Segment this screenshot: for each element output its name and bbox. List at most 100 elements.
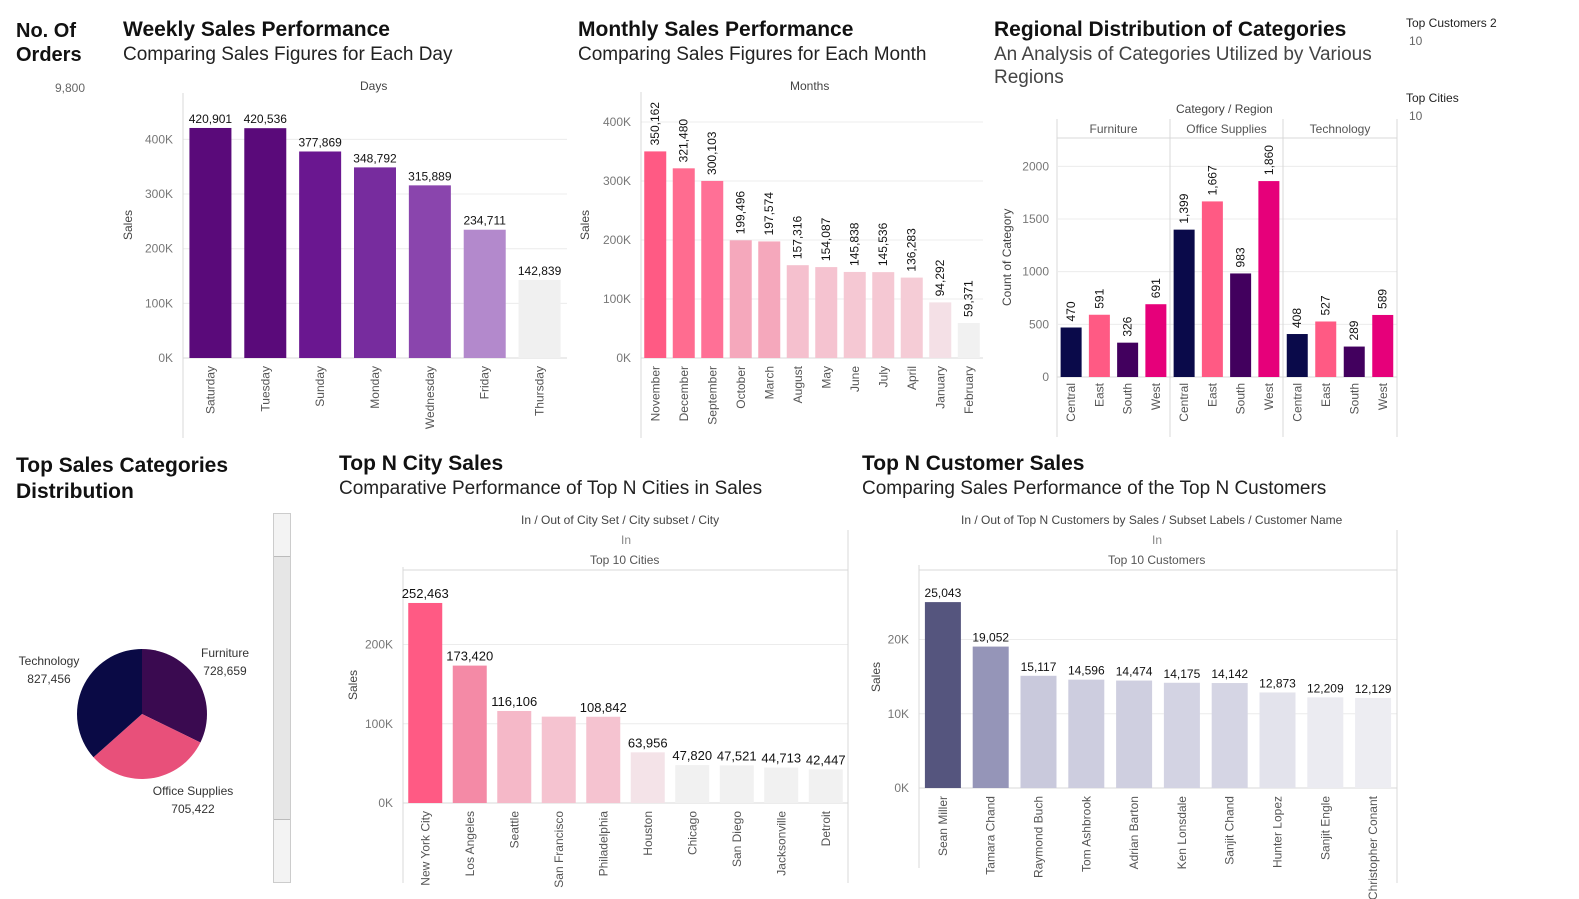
monthly-bar <box>701 180 724 358</box>
monthly-category-label: October <box>734 366 748 409</box>
regional-group-label: Technology <box>1310 122 1371 136</box>
regional-data-label: 527 <box>1319 295 1333 315</box>
regional-region-label: East <box>1205 382 1219 407</box>
weekly-data-label: 142,839 <box>518 264 562 278</box>
regional-subtitle-line1: An Analysis of Categories Utilized by Va… <box>994 44 1372 65</box>
weekly-category-label: Saturday <box>203 366 217 414</box>
city-data-label: 173,420 <box>446 649 493 664</box>
weekly-category-label: Sunday <box>313 366 327 407</box>
city-row-in: In <box>621 533 632 547</box>
regional-bar <box>1343 346 1365 377</box>
regional-data-label: 289 <box>1347 320 1361 340</box>
regional-bar <box>1286 334 1308 377</box>
regional-region-label: East <box>1319 382 1333 407</box>
regional-bar <box>1117 342 1139 377</box>
weekly-subtitle: Comparing Sales Figures for Each Day <box>123 44 453 65</box>
weekly-header: Days <box>360 79 388 93</box>
customer-data-label: 14,474 <box>1116 665 1153 679</box>
customer-subtitle: Comparing Sales Performance of the Top N… <box>862 478 1327 499</box>
monthly-bar <box>758 241 781 358</box>
regional-bar <box>1060 327 1082 377</box>
monthly-bar <box>815 267 838 358</box>
monthly-data-label: 154,087 <box>819 217 833 261</box>
weekly-data-label: 377,869 <box>298 135 342 149</box>
regional-data-label: 591 <box>1092 288 1106 308</box>
regional-bar <box>1088 314 1110 377</box>
regional-ytick-label: 2000 <box>1022 159 1049 173</box>
regional-ytick-label: 500 <box>1029 317 1049 331</box>
top-customers-param-value[interactable]: 10 <box>1409 34 1423 48</box>
weekly-bar <box>463 229 506 358</box>
regional-region-label: Central <box>1064 383 1078 422</box>
monthly-data-label: 157,316 <box>791 215 805 259</box>
customer-data-label: 25,043 <box>925 586 962 600</box>
customer-bar <box>924 602 961 788</box>
city-category-label: Philadelphia <box>596 811 610 877</box>
monthly-ytick-label: 400K <box>603 115 631 129</box>
customer-ytick-label: 0K <box>894 781 909 795</box>
city-category-label: Jacksonville <box>774 811 788 876</box>
weekly-category-label: Friday <box>478 366 492 399</box>
weekly-data-label: 234,711 <box>463 214 506 228</box>
customer-bar <box>1307 697 1344 788</box>
monthly-category-label: August <box>791 365 805 403</box>
regional-group-label: Office Supplies <box>1186 122 1267 136</box>
city-category-label: Seattle <box>507 811 521 849</box>
city-bar <box>630 752 665 803</box>
regional-data-label: 470 <box>1064 301 1078 321</box>
customer-category-label: Sanjit Chand <box>1223 796 1237 865</box>
city-header: In / Out of City Set / City subset / Cit… <box>521 513 720 527</box>
weekly-category-label: Monday <box>368 366 382 409</box>
city-ytick-label: 0K <box>378 796 393 810</box>
pie-category-label: Technology <box>19 654 80 668</box>
scrollbar-thumb[interactable] <box>274 556 290 820</box>
monthly-ylabel: Sales <box>578 209 592 240</box>
monthly-data-label: 199,496 <box>734 191 748 235</box>
city-data-label: 116,106 <box>491 694 537 709</box>
city-data-label: 252,463 <box>402 586 449 601</box>
regional-data-label: 691 <box>1149 278 1163 298</box>
city-ylabel: Sales <box>346 669 360 700</box>
monthly-bar <box>644 151 667 358</box>
scrollbar[interactable] <box>273 513 291 883</box>
monthly-bar <box>929 302 952 358</box>
regional-region-label: East <box>1092 382 1106 407</box>
weekly-data-label: 420,536 <box>244 112 288 126</box>
monthly-category-label: November <box>648 366 662 421</box>
regional-data-label: 1,860 <box>1262 145 1276 175</box>
city-data-label: 63,956 <box>628 735 668 750</box>
pie-slice <box>93 714 201 779</box>
regional-ytick-label: 0 <box>1042 370 1049 384</box>
city-bar <box>586 716 621 803</box>
customer-category-label: Sean Miller <box>936 796 950 856</box>
regional-data-label: 983 <box>1234 247 1248 267</box>
regional-region-label: West <box>1376 382 1390 410</box>
city-data-label: 44,713 <box>761 751 801 766</box>
weekly-ytick-label: 0K <box>158 351 173 365</box>
regional-bar <box>1173 229 1195 377</box>
customer-category-label: Ken Lonsdale <box>1175 796 1189 870</box>
top-cities-param-value[interactable]: 10 <box>1409 109 1423 123</box>
monthly-bar <box>957 322 980 358</box>
city-chart: 0K 100K 200K 252,463 New York City 173,420 Los… <box>365 530 849 888</box>
city-data-label: 47,521 <box>717 748 757 763</box>
orders-title-line1: No. Of <box>16 20 76 42</box>
weekly-ytick-label: 200K <box>145 242 173 256</box>
weekly-title: Weekly Sales Performance <box>123 18 390 41</box>
customer-data-label: 19,052 <box>972 631 1009 645</box>
monthly-category-label: July <box>876 366 890 387</box>
regional-ylabel: Count of Category <box>1000 208 1014 306</box>
customer-ytick-label: 20K <box>888 633 909 647</box>
regional-bar <box>1315 321 1337 377</box>
city-bar <box>719 765 754 803</box>
regional-group-label: Furniture <box>1089 122 1137 136</box>
weekly-ytick-label: 100K <box>145 296 173 310</box>
city-category-label: Chicago <box>685 811 699 855</box>
monthly-data-label: 94,292 <box>933 259 947 296</box>
monthly-data-label: 300,103 <box>705 131 719 175</box>
weekly-chart: 0K 100K 200K 300K 400K 420,901 Saturday 420,536… <box>145 93 567 438</box>
monthly-bar <box>672 168 695 358</box>
pie-title-line1: Top Sales Categories <box>16 454 229 477</box>
regional-bar <box>1145 304 1167 377</box>
monthly-category-label: March <box>762 366 776 399</box>
